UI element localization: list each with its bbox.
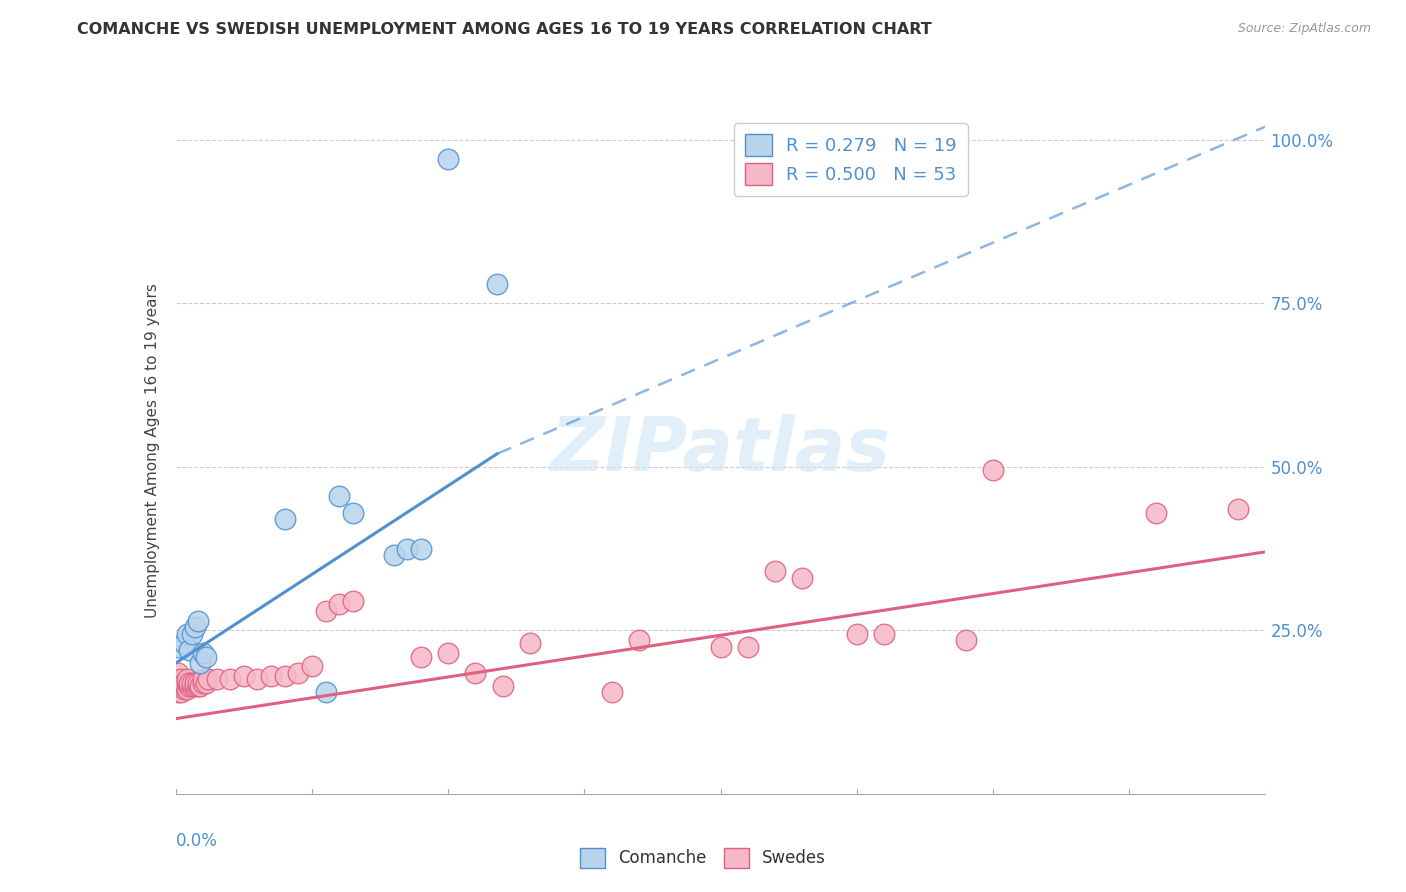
Point: [486, 277, 509, 291]
Point: [194, 649, 217, 664]
Legend: R = 0.279   N = 19, R = 0.500   N = 53: R = 0.279 N = 19, R = 0.500 N = 53: [734, 123, 967, 196]
Point: [167, 665, 190, 680]
Point: [409, 649, 432, 664]
Text: Source: ZipAtlas.com: Source: ZipAtlas.com: [1237, 22, 1371, 36]
Point: [737, 640, 759, 654]
Point: [464, 665, 486, 680]
Point: [627, 633, 650, 648]
Point: [186, 675, 209, 690]
Point: [409, 541, 432, 556]
Y-axis label: Unemployment Among Ages 16 to 19 years: Unemployment Among Ages 16 to 19 years: [145, 283, 160, 618]
Point: [873, 626, 896, 640]
Point: [437, 153, 460, 167]
Point: [246, 673, 269, 687]
Point: [170, 685, 193, 699]
Point: [184, 679, 207, 693]
Point: [186, 679, 209, 693]
Point: [382, 548, 405, 562]
Point: [328, 597, 350, 611]
Point: [181, 626, 204, 640]
Point: [170, 673, 193, 687]
Point: [1144, 506, 1167, 520]
Point: [179, 675, 201, 690]
Point: [173, 679, 195, 693]
Point: [176, 682, 198, 697]
Point: [191, 646, 214, 660]
Point: [179, 643, 201, 657]
Point: [792, 571, 814, 585]
Point: [191, 673, 214, 687]
Point: [170, 679, 193, 693]
Point: [519, 636, 541, 650]
Point: [197, 673, 219, 687]
Point: [186, 614, 209, 628]
Point: [763, 565, 786, 579]
Point: [396, 541, 419, 556]
Point: [437, 646, 460, 660]
Point: [173, 636, 195, 650]
Point: [492, 679, 515, 693]
Legend: Comanche, Swedes: Comanche, Swedes: [574, 841, 832, 875]
Point: [274, 512, 297, 526]
Point: [1227, 502, 1250, 516]
Point: [184, 675, 207, 690]
Point: [219, 673, 242, 687]
Point: [173, 682, 195, 697]
Point: [176, 673, 198, 687]
Point: [205, 673, 228, 687]
Point: [981, 463, 1004, 477]
Point: [315, 685, 337, 699]
Point: [184, 620, 207, 634]
Point: [710, 640, 733, 654]
Point: [328, 489, 350, 503]
Point: [232, 669, 254, 683]
Point: [342, 594, 364, 608]
Point: [600, 685, 623, 699]
Point: [342, 506, 364, 520]
Point: [287, 665, 309, 680]
Text: COMANCHE VS SWEDISH UNEMPLOYMENT AMONG AGES 16 TO 19 YEARS CORRELATION CHART: COMANCHE VS SWEDISH UNEMPLOYMENT AMONG A…: [77, 22, 932, 37]
Point: [179, 679, 201, 693]
Point: [301, 659, 323, 673]
Point: [181, 679, 204, 693]
Point: [955, 633, 977, 648]
Point: [274, 669, 297, 683]
Point: [188, 656, 211, 670]
Point: [167, 640, 190, 654]
Point: [188, 679, 211, 693]
Text: 0.0%: 0.0%: [176, 831, 218, 850]
Point: [173, 675, 195, 690]
Point: [315, 604, 337, 618]
Point: [181, 675, 204, 690]
Point: [167, 685, 190, 699]
Point: [191, 675, 214, 690]
Point: [176, 626, 198, 640]
Text: ZIPatlas: ZIPatlas: [551, 414, 890, 487]
Point: [167, 673, 190, 687]
Point: [260, 669, 283, 683]
Point: [176, 675, 198, 690]
Point: [194, 675, 217, 690]
Point: [845, 626, 868, 640]
